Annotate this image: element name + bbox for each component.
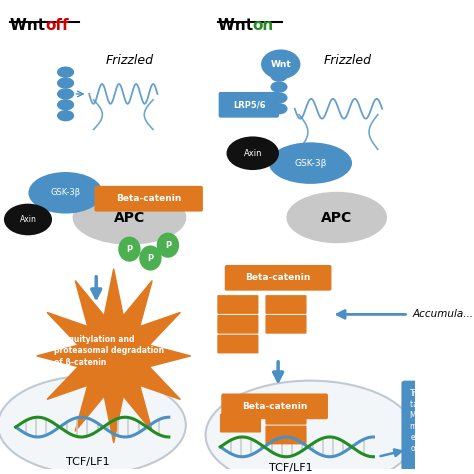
Text: Transcripti...
target gene...
Myc and Cy...
most of wh...
encode
oncoprotei...: Transcripti... target gene... Myc and Cy… <box>410 389 462 453</box>
Ellipse shape <box>286 192 387 243</box>
Text: APC: APC <box>114 210 145 225</box>
Ellipse shape <box>271 60 287 70</box>
Ellipse shape <box>271 71 287 81</box>
Ellipse shape <box>58 100 73 110</box>
Ellipse shape <box>271 82 287 92</box>
Text: on: on <box>253 18 274 33</box>
Ellipse shape <box>157 233 178 257</box>
Text: Axin: Axin <box>19 215 36 224</box>
Text: Frizzled: Frizzled <box>323 55 371 67</box>
Ellipse shape <box>0 376 186 474</box>
Ellipse shape <box>271 93 287 103</box>
Ellipse shape <box>4 204 52 235</box>
FancyBboxPatch shape <box>225 265 331 291</box>
FancyBboxPatch shape <box>94 186 203 211</box>
FancyBboxPatch shape <box>218 335 258 354</box>
Text: Wnt: Wnt <box>10 18 51 33</box>
Ellipse shape <box>73 191 186 245</box>
Ellipse shape <box>119 237 140 261</box>
Text: Ubiquitylation and
proteasomal degradation
of β-catenin: Ubiquitylation and proteasomal degradati… <box>54 335 164 367</box>
Text: Beta-catenin: Beta-catenin <box>242 402 307 411</box>
Text: Accumula...: Accumula... <box>413 310 474 319</box>
Ellipse shape <box>261 49 301 79</box>
FancyBboxPatch shape <box>265 406 307 425</box>
FancyBboxPatch shape <box>219 92 279 118</box>
Text: LRP5/6: LRP5/6 <box>233 100 265 109</box>
Ellipse shape <box>58 89 73 99</box>
Ellipse shape <box>140 246 161 270</box>
Text: Beta-catenin: Beta-catenin <box>246 273 311 283</box>
Text: APC: APC <box>321 210 352 225</box>
Ellipse shape <box>58 111 73 120</box>
Ellipse shape <box>58 67 73 77</box>
Text: GSK-3β: GSK-3β <box>294 159 327 168</box>
FancyBboxPatch shape <box>220 414 261 433</box>
Text: Axin: Axin <box>244 149 262 158</box>
FancyBboxPatch shape <box>265 426 307 445</box>
Text: off: off <box>46 18 69 33</box>
Text: TCF/LF1: TCF/LF1 <box>269 463 312 473</box>
FancyBboxPatch shape <box>221 393 328 419</box>
FancyBboxPatch shape <box>265 315 307 334</box>
Text: TCF/LF1: TCF/LF1 <box>65 457 109 467</box>
FancyBboxPatch shape <box>401 381 474 471</box>
Ellipse shape <box>271 104 287 114</box>
FancyBboxPatch shape <box>218 295 258 314</box>
Ellipse shape <box>227 137 279 170</box>
FancyBboxPatch shape <box>265 295 307 314</box>
Text: P: P <box>165 241 171 250</box>
Text: Wnt: Wnt <box>270 60 291 69</box>
Text: Beta-catenin: Beta-catenin <box>116 194 182 203</box>
Ellipse shape <box>28 172 103 214</box>
Text: P: P <box>147 254 154 263</box>
Ellipse shape <box>58 78 73 88</box>
Polygon shape <box>36 269 191 443</box>
Text: GSK-3β: GSK-3β <box>51 188 81 197</box>
Ellipse shape <box>269 142 352 184</box>
Text: P: P <box>127 245 133 254</box>
FancyBboxPatch shape <box>218 315 258 334</box>
Text: Wnt: Wnt <box>218 18 258 33</box>
Text: Frizzled: Frizzled <box>105 55 154 67</box>
Ellipse shape <box>206 381 415 474</box>
